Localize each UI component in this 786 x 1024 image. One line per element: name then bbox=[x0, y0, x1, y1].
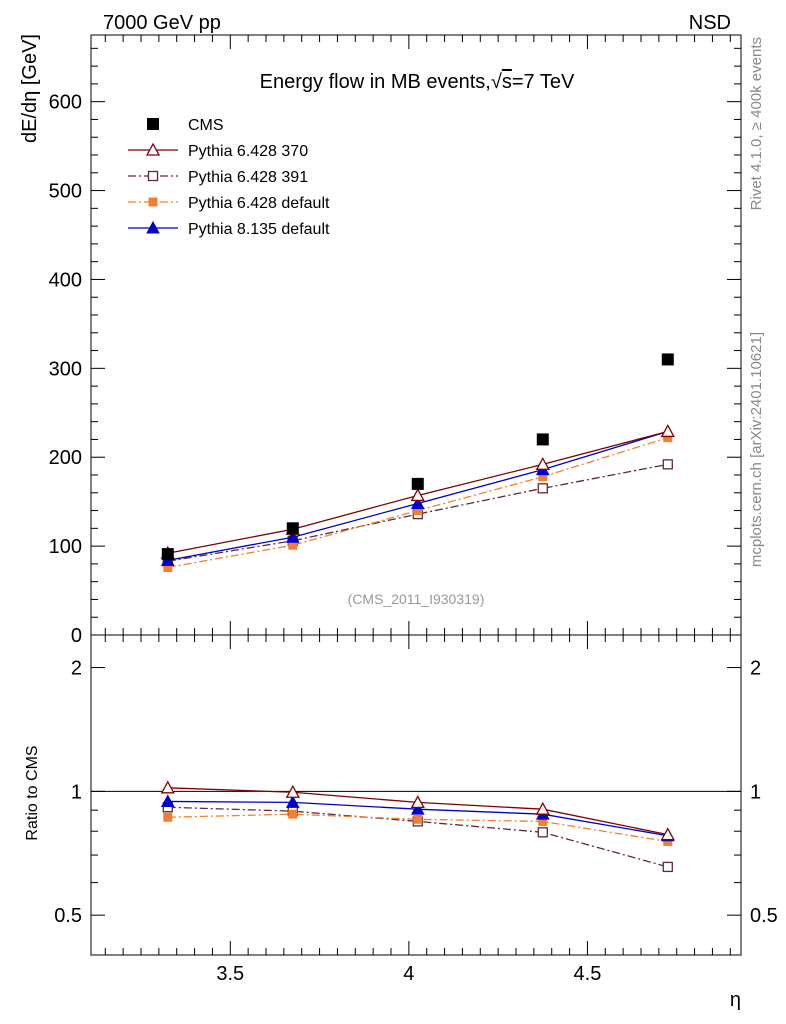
legend-marker-p391 bbox=[147, 170, 159, 182]
ratio-point-p370 bbox=[535, 801, 550, 815]
legend-marker-pdef bbox=[148, 197, 158, 207]
header-left-label: 7000 GeV pp bbox=[103, 12, 221, 34]
chart-title-s: s bbox=[502, 71, 512, 93]
ratio-point-p391 bbox=[537, 827, 548, 838]
chart-title-suffix: =7 TeV bbox=[512, 71, 575, 93]
main-point-cms bbox=[536, 433, 549, 446]
main-point-p8 bbox=[410, 496, 425, 509]
chart-title: Energy flow in MB events,√s=7 TeV bbox=[260, 71, 575, 93]
main-line-p391 bbox=[167, 463, 668, 562]
legend-entry-p391: Pythia 6.428 391 bbox=[128, 169, 308, 186]
ratio-point-pdef bbox=[288, 809, 298, 819]
ratio-series-pdef bbox=[163, 809, 673, 847]
axis-ticks: 3.5 4 4.5 0 100 200 300 400 500 600 0.5 0.5 1 1 2 2 bbox=[49, 35, 778, 985]
analysis-tag: (CMS_2011_I930319) bbox=[348, 591, 485, 607]
ratio-panel-series bbox=[160, 780, 675, 873]
ratio-point-p370 bbox=[660, 827, 675, 841]
ratio-tick-label-right: 0.5 bbox=[750, 905, 778, 927]
legend: CMS Pythia 6.428 370 Pythia 6.428 391 Pythi… bbox=[128, 117, 330, 238]
ratio-tick-label-right: 2 bbox=[750, 658, 761, 680]
x-tick-label: 4 bbox=[403, 963, 414, 985]
legend-label-pdef: Pythia 6.428 default bbox=[188, 195, 330, 212]
ratio-point-pdef bbox=[413, 814, 423, 824]
legend-entry-cms: CMS bbox=[147, 117, 224, 134]
plot-frames bbox=[90, 34, 742, 956]
main-series-cms bbox=[161, 353, 674, 561]
y-tick-label: 400 bbox=[49, 269, 82, 291]
legend-label-p391: Pythia 6.428 391 bbox=[188, 169, 308, 186]
main-point-cms bbox=[161, 548, 174, 561]
main-point-p370 bbox=[660, 424, 675, 438]
legend-entry-p8: Pythia 8.135 default bbox=[128, 220, 330, 238]
main-point-p391 bbox=[662, 459, 673, 470]
y-tick-label: 600 bbox=[49, 92, 82, 114]
x-tick-label: 4.5 bbox=[574, 963, 602, 985]
legend-label-p8: Pythia 8.135 default bbox=[188, 221, 330, 238]
ratio-y-axis-label: Ratio to CMS bbox=[24, 745, 41, 840]
ratio-tick-label: 0.5 bbox=[54, 905, 82, 927]
header-right-label: NSD bbox=[689, 12, 731, 34]
ratio-point-p391 bbox=[662, 861, 673, 873]
ratio-point-p370 bbox=[285, 784, 300, 798]
ratio-point-p8 bbox=[160, 794, 175, 807]
main-point-cms bbox=[661, 353, 674, 366]
legend-label-p370: Pythia 6.428 370 bbox=[188, 143, 308, 160]
legend-marker-cms bbox=[147, 118, 159, 130]
y-tick-label: 500 bbox=[49, 181, 82, 203]
legend-marker-p370 bbox=[145, 142, 161, 156]
ratio-point-p8 bbox=[285, 795, 300, 808]
legend-label-cms: CMS bbox=[188, 117, 224, 134]
main-point-p370 bbox=[410, 488, 425, 502]
main-panel-series bbox=[160, 353, 675, 572]
ratio-series-p370 bbox=[160, 780, 675, 841]
main-point-cms bbox=[286, 522, 299, 535]
ratio-point-p370 bbox=[410, 795, 425, 809]
main-point-p8 bbox=[285, 530, 300, 543]
ratio-point-p8 bbox=[410, 802, 425, 815]
ratio-point-p370 bbox=[160, 780, 175, 794]
chart-title-sqrt: √ bbox=[491, 71, 502, 93]
ratio-tick-label-right: 1 bbox=[750, 781, 761, 803]
chart-title-prefix: Energy flow in MB events, bbox=[260, 71, 491, 93]
y-tick-label: 300 bbox=[49, 358, 82, 380]
x-axis-label: η bbox=[730, 989, 741, 1011]
main-point-cms bbox=[411, 477, 424, 490]
main-point-p391 bbox=[537, 483, 548, 494]
ratio-line-p391 bbox=[167, 806, 668, 868]
ratio-panel-frame bbox=[90, 634, 742, 956]
mcplots-label: mcplots.cern.ch [arXiv:2401.10621] bbox=[748, 332, 765, 567]
main-series-p370 bbox=[160, 424, 675, 559]
main-point-p370 bbox=[535, 456, 550, 470]
y-axis-label: dE/dη [GeV] bbox=[19, 34, 41, 143]
legend-entry-p370: Pythia 6.428 370 bbox=[128, 142, 308, 160]
y-tick-label: 0 bbox=[71, 625, 82, 647]
legend-entry-pdef: Pythia 6.428 default bbox=[128, 195, 330, 212]
ratio-point-pdef bbox=[163, 812, 173, 822]
rivet-version-label: Rivet 4.1.0, ≥ 400k events bbox=[748, 37, 765, 210]
ratio-tick-label: 1 bbox=[71, 781, 82, 803]
y-tick-label: 200 bbox=[49, 447, 82, 469]
ratio-line-pdef bbox=[167, 813, 668, 843]
y-tick-label: 100 bbox=[49, 536, 82, 558]
x-tick-label: 3.5 bbox=[216, 963, 244, 985]
legend-marker-p8 bbox=[146, 220, 160, 234]
ratio-tick-label: 2 bbox=[71, 658, 82, 680]
